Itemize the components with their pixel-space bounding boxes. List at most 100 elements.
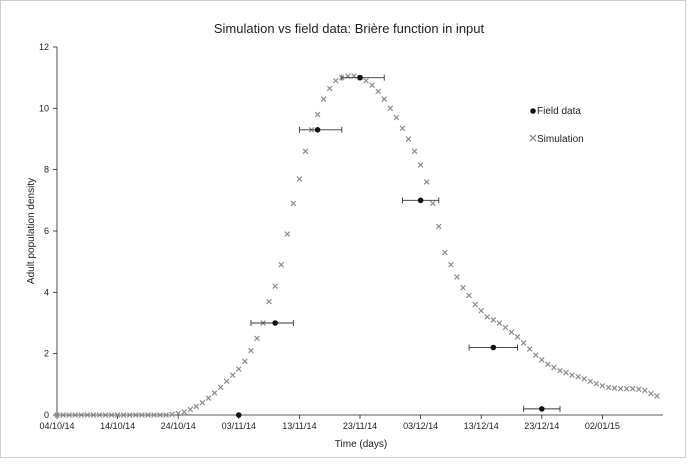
- legend-marker-simulation: [529, 134, 537, 142]
- x-tick-label: 13/11/14: [282, 421, 316, 431]
- field-data-error-bar: [341, 74, 385, 81]
- simulation-point: [169, 411, 175, 418]
- simulation-point: [654, 393, 660, 399]
- x-tick-label: 24/10/14: [161, 421, 196, 431]
- simulation-point: [60, 412, 66, 418]
- simulation-point: [363, 77, 369, 84]
- y-tick-label: 2: [44, 349, 49, 359]
- axes: [56, 47, 663, 416]
- simulation-point: [502, 324, 509, 331]
- y-tick-label: 10: [39, 103, 49, 113]
- simulation-point: [302, 148, 309, 155]
- simulation-point: [429, 200, 436, 207]
- simulation-point: [139, 412, 145, 418]
- simulation-point: [532, 352, 539, 359]
- legend-item-simulation: Simulation: [529, 134, 584, 145]
- simulation-point: [375, 88, 382, 95]
- simulation-point: [235, 366, 242, 372]
- x-tick-label: 03/11/14: [222, 421, 256, 431]
- simulation-point: [623, 385, 630, 392]
- simulation-point: [217, 384, 224, 391]
- simulation-point: [332, 77, 339, 84]
- legend-label-field-data: Field data: [537, 106, 581, 117]
- x-tick-label: 03/12/14: [403, 421, 438, 431]
- simulation-point: [411, 148, 418, 155]
- simulation-point: [557, 367, 563, 374]
- simulation-point: [157, 412, 163, 418]
- y-axis-title: Adult population density: [26, 178, 37, 284]
- y-tick-label: 8: [44, 165, 49, 175]
- simulation-point: [290, 200, 297, 207]
- simulation-point: [551, 364, 557, 371]
- legend-item-field-data: Field data: [530, 106, 581, 117]
- simulation-point: [163, 412, 169, 418]
- simulation-point: [617, 385, 624, 392]
- simulation-point: [205, 395, 212, 401]
- simulation-point: [223, 378, 230, 385]
- simulation-point: [78, 412, 85, 418]
- simulation-point: [181, 409, 188, 415]
- simulation-point: [314, 111, 321, 118]
- simulation-point: [496, 320, 503, 326]
- simulation-point: [254, 335, 260, 342]
- simulation-point: [145, 412, 151, 418]
- simulation-point: [175, 410, 182, 417]
- y-tick-label: 6: [44, 226, 49, 236]
- simulation-point: [114, 412, 121, 418]
- simulation-point: [387, 105, 394, 112]
- simulation-point: [641, 387, 648, 394]
- simulation-point: [442, 249, 448, 256]
- simulation-point: [393, 114, 400, 121]
- simulation-point: [611, 385, 618, 391]
- simulation-point: [211, 390, 218, 396]
- simulation-point: [648, 390, 654, 397]
- simulation-point: [284, 231, 291, 237]
- simulation-point: [569, 372, 575, 378]
- legend: Field data Simulation: [529, 106, 584, 145]
- simulation-point: [538, 356, 545, 363]
- simulation-point: [435, 223, 442, 230]
- field-data-point: [539, 406, 545, 412]
- field-data-point: [417, 197, 424, 204]
- y-tick-label: 0: [44, 410, 49, 420]
- simulation-point: [478, 307, 485, 314]
- x-tick-label: 04/10/14: [39, 421, 74, 431]
- y-tick-label: 12: [39, 42, 49, 52]
- simulation-point: [514, 333, 521, 340]
- simulation-point: [563, 369, 569, 376]
- simulation-point: [423, 179, 430, 185]
- x-tick-label: 14/10/14: [100, 421, 135, 431]
- simulation-point: [454, 274, 460, 280]
- simulation-point: [581, 375, 588, 382]
- simulation-point: [381, 96, 388, 102]
- simulation-point: [635, 386, 642, 393]
- simulation-point: [229, 372, 236, 378]
- simulation-point: [460, 284, 466, 291]
- x-tick-label: 13/12/14: [464, 421, 499, 431]
- simulation-point: [108, 412, 115, 418]
- simulation-point: [575, 373, 581, 380]
- field-data-series: [236, 74, 561, 418]
- simulation-point: [132, 412, 139, 418]
- x-axis-ticks: 04/10/14 14/10/14 24/10/14 03/11/14 13/11/14…: [39, 415, 620, 431]
- simulation-point: [629, 385, 636, 392]
- legend-marker-field-data: [530, 108, 536, 114]
- field-data-point: [272, 320, 278, 326]
- simulation-point: [520, 340, 527, 346]
- simulation-point: [278, 261, 285, 268]
- x-tick-label: 23/12/14: [524, 421, 559, 431]
- x-axis-title: Time (days): [335, 439, 387, 450]
- x-tick-label: 02/01/15: [585, 421, 620, 431]
- simulation-point: [417, 162, 424, 168]
- simulation-point: [587, 378, 594, 385]
- simulation-point: [599, 383, 606, 389]
- simulation-point: [66, 412, 72, 418]
- simulation-point: [90, 412, 97, 418]
- simulation-point: [242, 358, 248, 365]
- simulation-point: [193, 403, 200, 410]
- field-data-point: [236, 412, 242, 418]
- simulation-point: [151, 412, 157, 418]
- simulation-point: [96, 412, 103, 418]
